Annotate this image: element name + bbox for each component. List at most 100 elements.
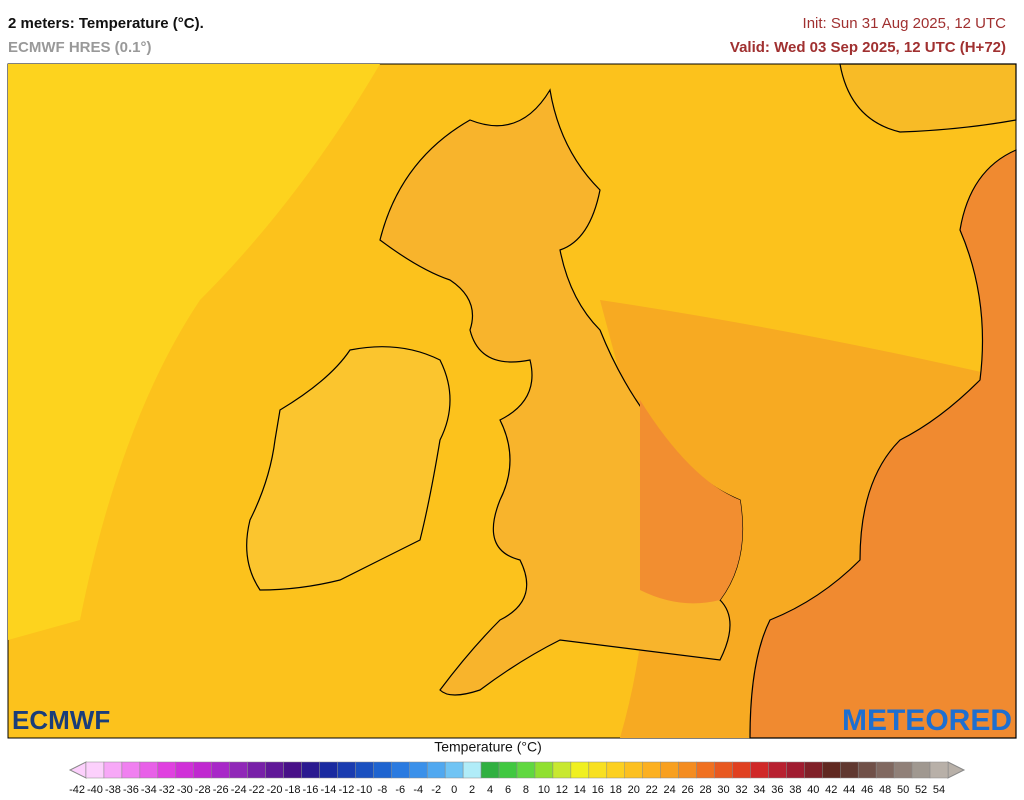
legend-tick-label: 18 <box>610 784 622 796</box>
swatch <box>875 761 895 779</box>
swatch <box>588 761 608 779</box>
meteored-logo: METEORED <box>842 704 1012 737</box>
swatch <box>911 761 931 779</box>
legend-tick-label: 6 <box>505 784 511 796</box>
legend-tick-label: -22 <box>249 784 265 796</box>
legend-tick-label: -16 <box>303 784 319 796</box>
legend-tick-label: -40 <box>87 784 103 796</box>
legend-tick-label: 30 <box>717 784 729 796</box>
legend-tick-label: 44 <box>843 784 855 796</box>
legend-tick-label: -8 <box>377 784 387 796</box>
swatch <box>121 761 141 779</box>
legend-tick-label: 8 <box>523 784 529 796</box>
legend-tick-label: 36 <box>771 784 783 796</box>
legend-tick-label: -10 <box>356 784 372 796</box>
legend-tick-label: 16 <box>592 784 604 796</box>
swatch <box>840 761 859 779</box>
legend-tick-label: 46 <box>861 784 873 796</box>
arrow-low <box>68 761 87 779</box>
legend-tick-label: 54 <box>933 784 945 796</box>
swatch <box>444 761 464 779</box>
legend-tick-label: 34 <box>753 784 765 796</box>
colorbar: -42 -40 -38 -36 -34 -32 -30 -28 -26 -24 -22 -20 -18-… <box>68 761 966 796</box>
legend-tick-label: -24 <box>231 784 247 796</box>
legend-tick-label: -28 <box>195 784 211 796</box>
continent <box>749 149 1017 739</box>
swatch <box>786 761 805 779</box>
legend-tick-label: 48 <box>879 784 891 796</box>
swatch <box>373 761 392 779</box>
init-time: Init: Sun 31 Aug 2025, 12 UTC <box>803 15 1007 32</box>
swatch <box>157 761 177 779</box>
swatch <box>103 761 123 779</box>
swatch <box>355 761 374 779</box>
swatch <box>768 761 787 779</box>
legend-tick-label: 42 <box>825 784 837 796</box>
title: 2 meters: Temperature (°C). <box>8 15 204 32</box>
legend-tick-label: 38 <box>789 784 801 796</box>
legend-tick-label: -32 <box>159 784 175 796</box>
swatch <box>642 761 661 779</box>
legend-tick-label: -34 <box>141 784 157 796</box>
swatch <box>498 761 518 779</box>
legend-tick-label: -14 <box>320 784 336 796</box>
swatch <box>696 761 715 779</box>
valid-time: Valid: Wed 03 Sep 2025, 12 UTC (H+72) <box>730 39 1006 56</box>
swatch <box>319 761 338 779</box>
swatch <box>211 761 230 779</box>
norway <box>839 63 1017 133</box>
swatch <box>624 761 643 779</box>
swatch <box>534 761 554 779</box>
swatch <box>857 761 877 779</box>
legend-tick-label: 52 <box>915 784 927 796</box>
swatch <box>229 761 248 779</box>
swatch <box>462 761 482 779</box>
legend-tick-label: 50 <box>897 784 909 796</box>
legend-tick-label: 2 <box>469 784 475 796</box>
legend-tick-label: -6 <box>395 784 405 796</box>
swatch <box>409 761 428 779</box>
legend-tick-label: -2 <box>431 784 441 796</box>
legend-tick-label: -30 <box>177 784 193 796</box>
swatch <box>426 761 446 779</box>
swatch <box>678 761 697 779</box>
legend-tick-label: 32 <box>735 784 747 796</box>
swatch <box>732 761 751 779</box>
legend-tick-label: 0 <box>451 784 457 796</box>
legend-tick-label: -4 <box>413 784 423 796</box>
swatch <box>139 761 159 779</box>
swatch <box>85 761 105 779</box>
swatch <box>265 761 284 779</box>
swatch <box>570 761 590 779</box>
legend-tick-label: 20 <box>628 784 640 796</box>
swatch <box>337 761 356 779</box>
legend-tick-label: -42 <box>69 784 85 796</box>
swatch <box>552 761 572 779</box>
swatch <box>893 761 913 779</box>
legend-tick-label: -26 <box>213 784 229 796</box>
arrow-high <box>947 761 966 779</box>
legend-title: Temperature (°C) <box>434 739 542 755</box>
legend-tick-label: -20 <box>267 784 283 796</box>
swatch <box>750 761 769 779</box>
legend-tick-label: 28 <box>699 784 711 796</box>
legend-tick-label: 24 <box>664 784 676 796</box>
swatch <box>606 761 626 779</box>
warm-england <box>640 400 743 604</box>
legend-tick-label: 22 <box>646 784 658 796</box>
legend-tick-label: -38 <box>105 784 121 796</box>
swatch <box>283 761 302 779</box>
swatch <box>193 761 212 779</box>
legend-tick-label: 40 <box>807 784 819 796</box>
model: ECMWF HRES (0.1°) <box>8 39 152 56</box>
swatch <box>516 761 536 779</box>
sea-cool <box>8 64 380 640</box>
ecmwf-logo: ECMWF <box>12 705 110 735</box>
ireland <box>246 346 451 591</box>
legend-tick-label: 14 <box>574 784 586 796</box>
legend-tick-label: -36 <box>123 784 139 796</box>
swatch <box>714 761 733 779</box>
legend-tick-label: 4 <box>487 784 493 796</box>
map: ECMWF METEORED <box>7 63 1017 739</box>
